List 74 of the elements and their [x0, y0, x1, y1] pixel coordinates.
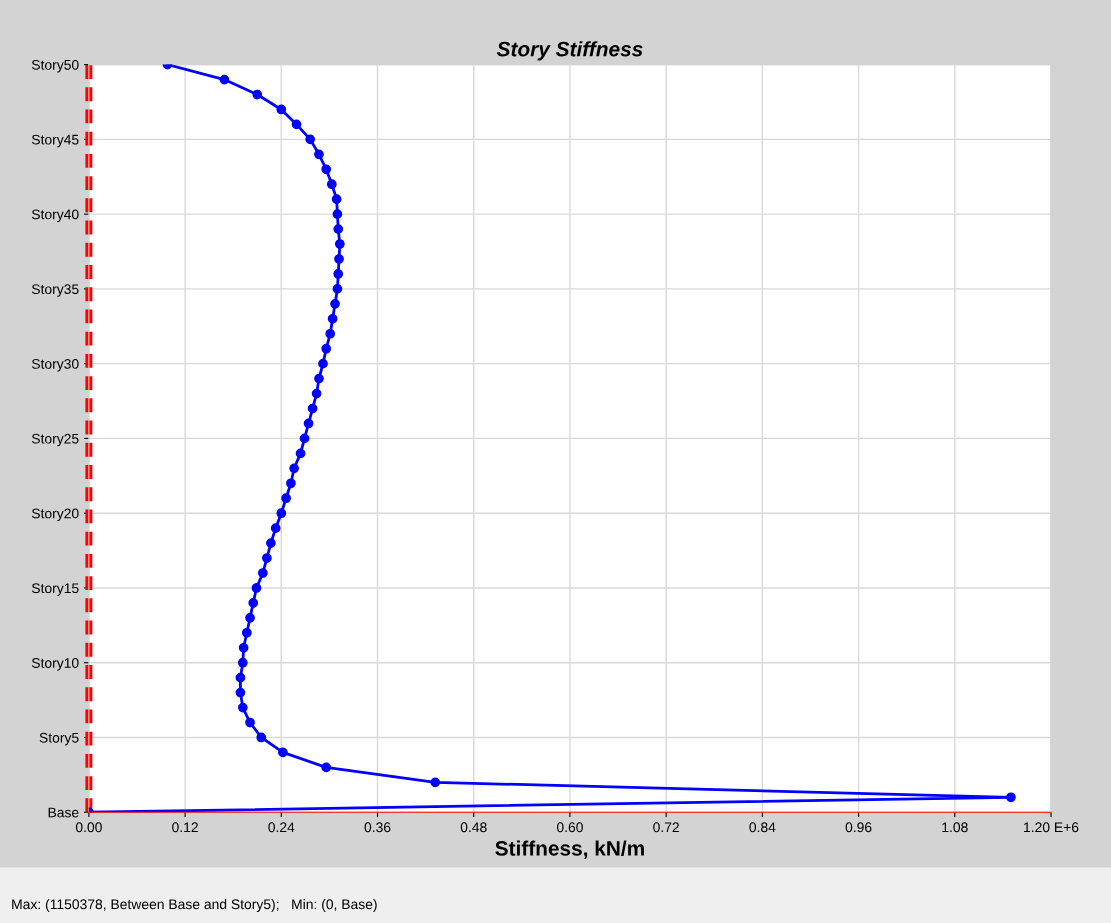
point [256, 732, 267, 743]
text: Max: (1150378, Between Base and Story5); Min: (0, Base) [12, 898, 377, 912]
point [303, 418, 314, 429]
point [237, 657, 248, 668]
point [266, 538, 276, 548]
point [334, 254, 344, 264]
y-tick-label: Story50 [31, 59, 79, 73]
point [262, 553, 272, 563]
point [299, 433, 310, 444]
point [327, 313, 338, 324]
point [278, 747, 288, 758]
y-tick-label: Story15 [31, 583, 79, 596]
point [321, 343, 332, 354]
point [332, 209, 343, 219]
x-tick-label: 1.08 [942, 822, 968, 833]
x-tick-label: 0.12 [172, 822, 198, 833]
point [235, 687, 246, 698]
point [235, 672, 246, 683]
x-tick-label: 0.00 [75, 822, 102, 833]
point [276, 104, 287, 115]
point [258, 568, 268, 578]
point [314, 149, 324, 160]
y-tick-label: Story40 [31, 209, 79, 223]
x-tick-label: 0.84 [749, 822, 776, 833]
point [334, 239, 345, 249]
point [326, 179, 337, 190]
y-tick-label: Story25 [31, 433, 79, 447]
y-tick-label: Story10 [31, 658, 79, 671]
point [307, 403, 318, 414]
point [331, 194, 342, 205]
x-tick-label: 0.36 [364, 822, 391, 833]
point [332, 284, 343, 294]
point [276, 508, 287, 519]
x-tick-label: 0.60 [556, 822, 583, 833]
point [333, 224, 344, 234]
point [245, 717, 255, 728]
x-tick-label: 0.72 [653, 822, 679, 833]
point [238, 642, 249, 653]
point [295, 448, 306, 459]
point [291, 119, 302, 130]
point [321, 762, 332, 773]
point [333, 269, 344, 279]
point [1006, 792, 1016, 803]
point [219, 74, 230, 85]
point [252, 89, 263, 100]
point [330, 298, 340, 309]
y-tick-label: Story20 [31, 508, 79, 522]
point [281, 493, 291, 504]
point [305, 134, 316, 145]
x-axis-title: Stiffness, kN/m [495, 840, 644, 859]
point [270, 523, 281, 534]
y-tick-label: Base [48, 807, 79, 818]
point [430, 777, 441, 788]
point [311, 388, 322, 399]
x-tick-label: 0.96 [845, 822, 872, 833]
point [245, 612, 255, 623]
chart-title: Story Stiffness [496, 41, 643, 61]
point [325, 328, 336, 339]
point [289, 463, 299, 474]
x-tick-label: 1.20 E+6 [1024, 822, 1079, 833]
point [251, 583, 262, 593]
y-tick-label: Story35 [31, 284, 79, 297]
x-tick-label: 0.24 [268, 822, 295, 833]
point [314, 373, 324, 384]
point [248, 598, 259, 608]
point [321, 164, 332, 175]
x-tick-label: 0.48 [460, 822, 487, 833]
y-tick-label: Story45 [31, 134, 79, 148]
y-tick-label: Story5 [39, 732, 79, 746]
point [286, 478, 296, 489]
point [241, 627, 252, 638]
point [318, 358, 328, 369]
point [237, 702, 248, 713]
y-tick-label: Story30 [31, 359, 79, 372]
